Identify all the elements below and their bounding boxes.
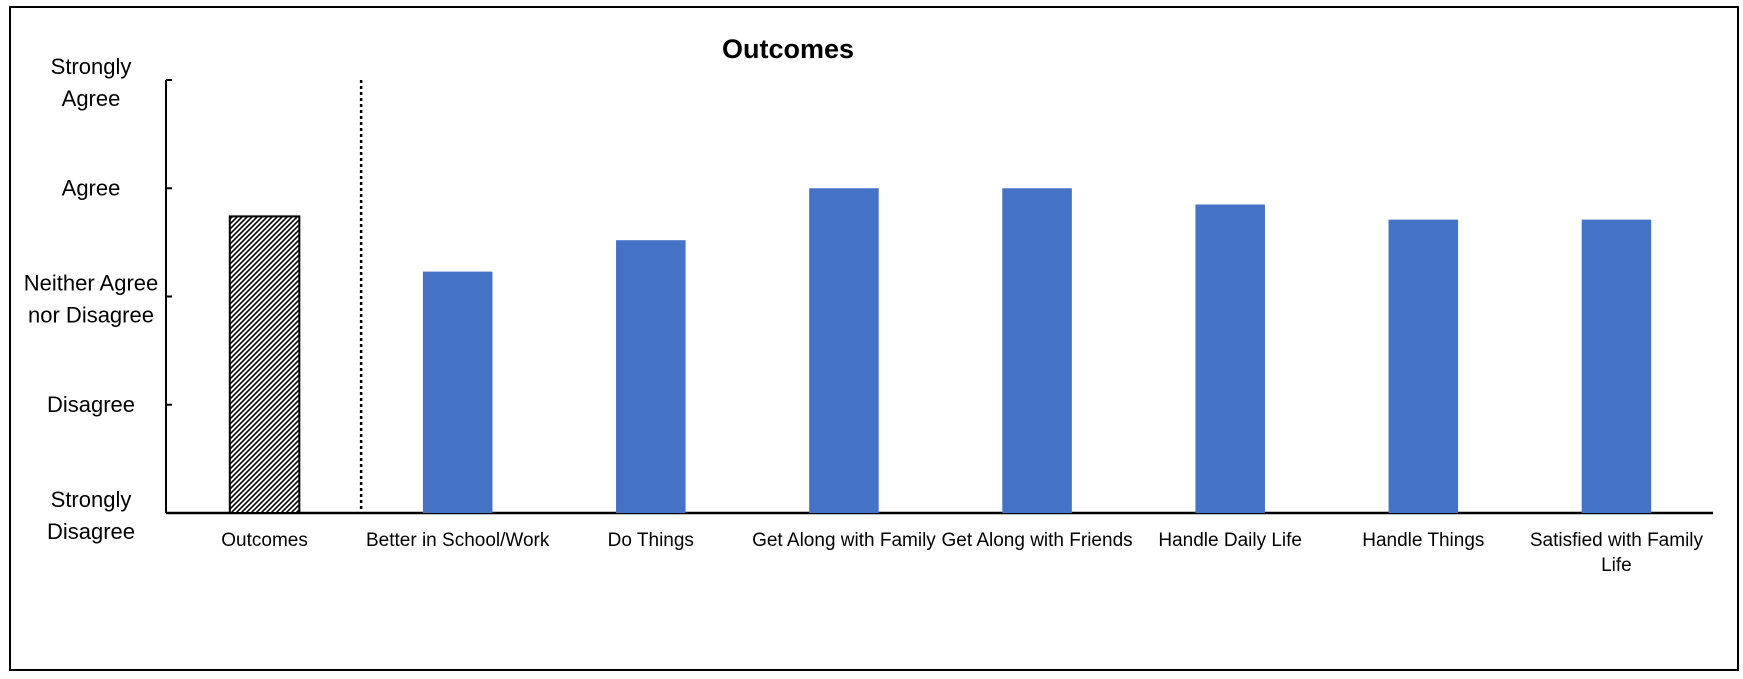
chart-frame: Outcomes Strongly Disagree Disagree Neither… xyxy=(9,6,1739,671)
y-tick-label: Disagree xyxy=(47,392,135,417)
y-tick-label: Agree xyxy=(62,175,121,200)
x-axis xyxy=(166,80,1713,515)
bar xyxy=(1388,219,1459,513)
y-tick-label: Neither Agree xyxy=(24,271,159,296)
x-tick-label: Satisfied with Family xyxy=(1530,530,1704,551)
bar xyxy=(1581,219,1652,513)
bar xyxy=(1002,188,1072,513)
chart-title: Outcomes xyxy=(722,34,854,64)
bar xyxy=(1195,204,1265,514)
bar xyxy=(809,188,879,513)
y-tick-label: Disagree xyxy=(47,519,135,544)
bar xyxy=(616,240,686,513)
y-axis: Strongly Disagree Disagree Neither Agree nor… xyxy=(24,54,172,544)
bar xyxy=(422,271,493,513)
x-tick-label: Life xyxy=(1601,555,1632,576)
x-tick-label: Handle Daily Life xyxy=(1158,530,1302,551)
x-tick-labels: Outcomes Better in School/Work Do Things Ge… xyxy=(221,530,1703,576)
bar-chart: Outcomes Strongly Disagree Disagree Neither… xyxy=(24,34,1713,576)
x-tick-label: Do Things xyxy=(608,530,694,551)
y-tick-label: Agree xyxy=(62,86,121,111)
bars xyxy=(228,188,1652,515)
bar-hatched xyxy=(228,215,301,515)
y-tick-label: Strongly xyxy=(51,54,132,79)
x-tick-label: Handle Things xyxy=(1362,530,1484,551)
x-tick-label: Get Along with Friends xyxy=(941,530,1132,551)
x-tick-label: Outcomes xyxy=(221,530,308,551)
y-tick-label: Strongly xyxy=(51,487,132,512)
x-tick-label: Better in School/Work xyxy=(366,530,550,551)
x-tick-label: Get Along with Family xyxy=(752,530,936,551)
y-tick-label: nor Disagree xyxy=(28,303,154,328)
